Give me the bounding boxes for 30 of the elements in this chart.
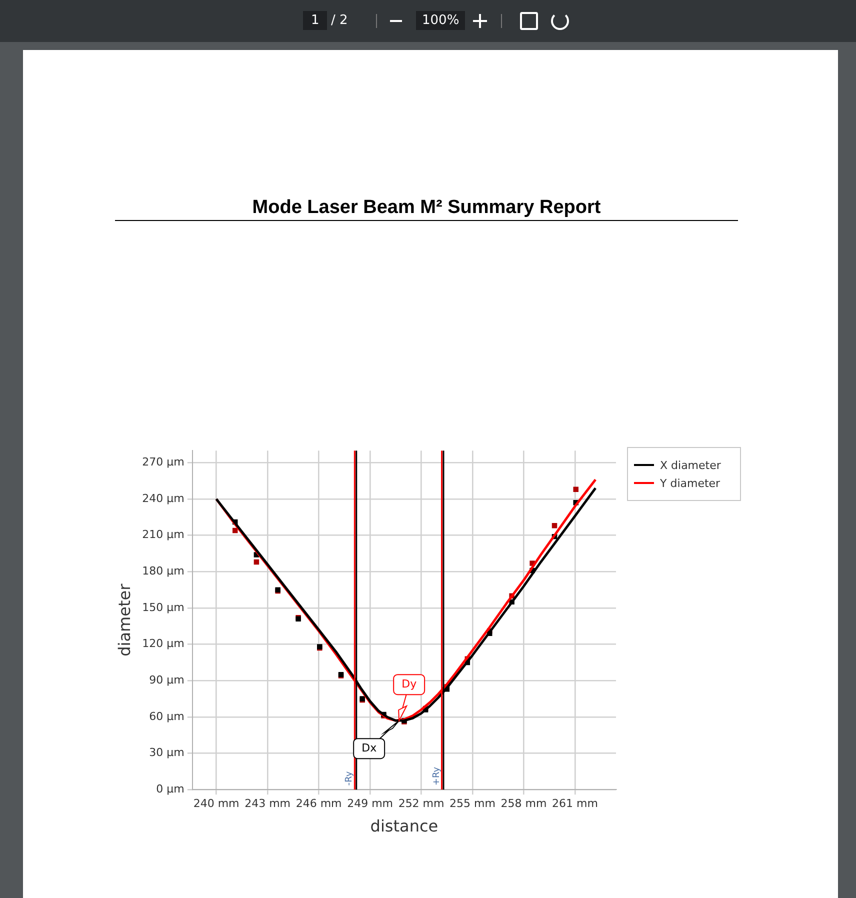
annotation: Dx [362, 741, 378, 754]
x-tick-label: 258 mm [500, 797, 547, 810]
x-tick-label: 240 mm [193, 797, 240, 810]
text: / 2 [331, 13, 348, 28]
ref-line-label: +Ry [432, 766, 442, 786]
x-tick-label: 243 mm [244, 797, 291, 810]
y-tick-label: 150 µm [142, 600, 184, 614]
text: 100% [416, 11, 466, 30]
ref-line-label: -Ry [344, 770, 355, 786]
y-tick-label: 240 µm [142, 492, 184, 505]
y-tick-label: 270 µm [142, 456, 184, 469]
y-tick-label: 90 µm [149, 673, 184, 686]
x-tick-label: 252 mm [398, 797, 444, 810]
x-tick-label: 255 mm [450, 797, 496, 810]
chart-title: Mode Laser Beam M² Summary Report [115, 197, 738, 221]
y-tick-label: 120 µm [142, 637, 184, 650]
y-tick-label: 30 µm [149, 746, 184, 760]
x-tick-label: 249 mm [347, 797, 394, 810]
legend-label: X diameter [660, 458, 721, 472]
annotation: Dy [402, 677, 418, 690]
legend-label: Y diameter [660, 476, 720, 490]
y-axis-title: diameter [114, 583, 134, 656]
x-axis-title: distance [370, 816, 438, 836]
x-tick-label: 246 mm [296, 797, 342, 810]
y-tick-label: 60 µm [149, 710, 184, 723]
x-tick-label: 261 mm [552, 797, 598, 810]
y-tick-label: 210 µm [142, 528, 184, 542]
text: 1 [303, 11, 328, 30]
y-tick-label: 180 µm [142, 564, 184, 578]
y-tick-label: 0 µm [156, 782, 184, 796]
